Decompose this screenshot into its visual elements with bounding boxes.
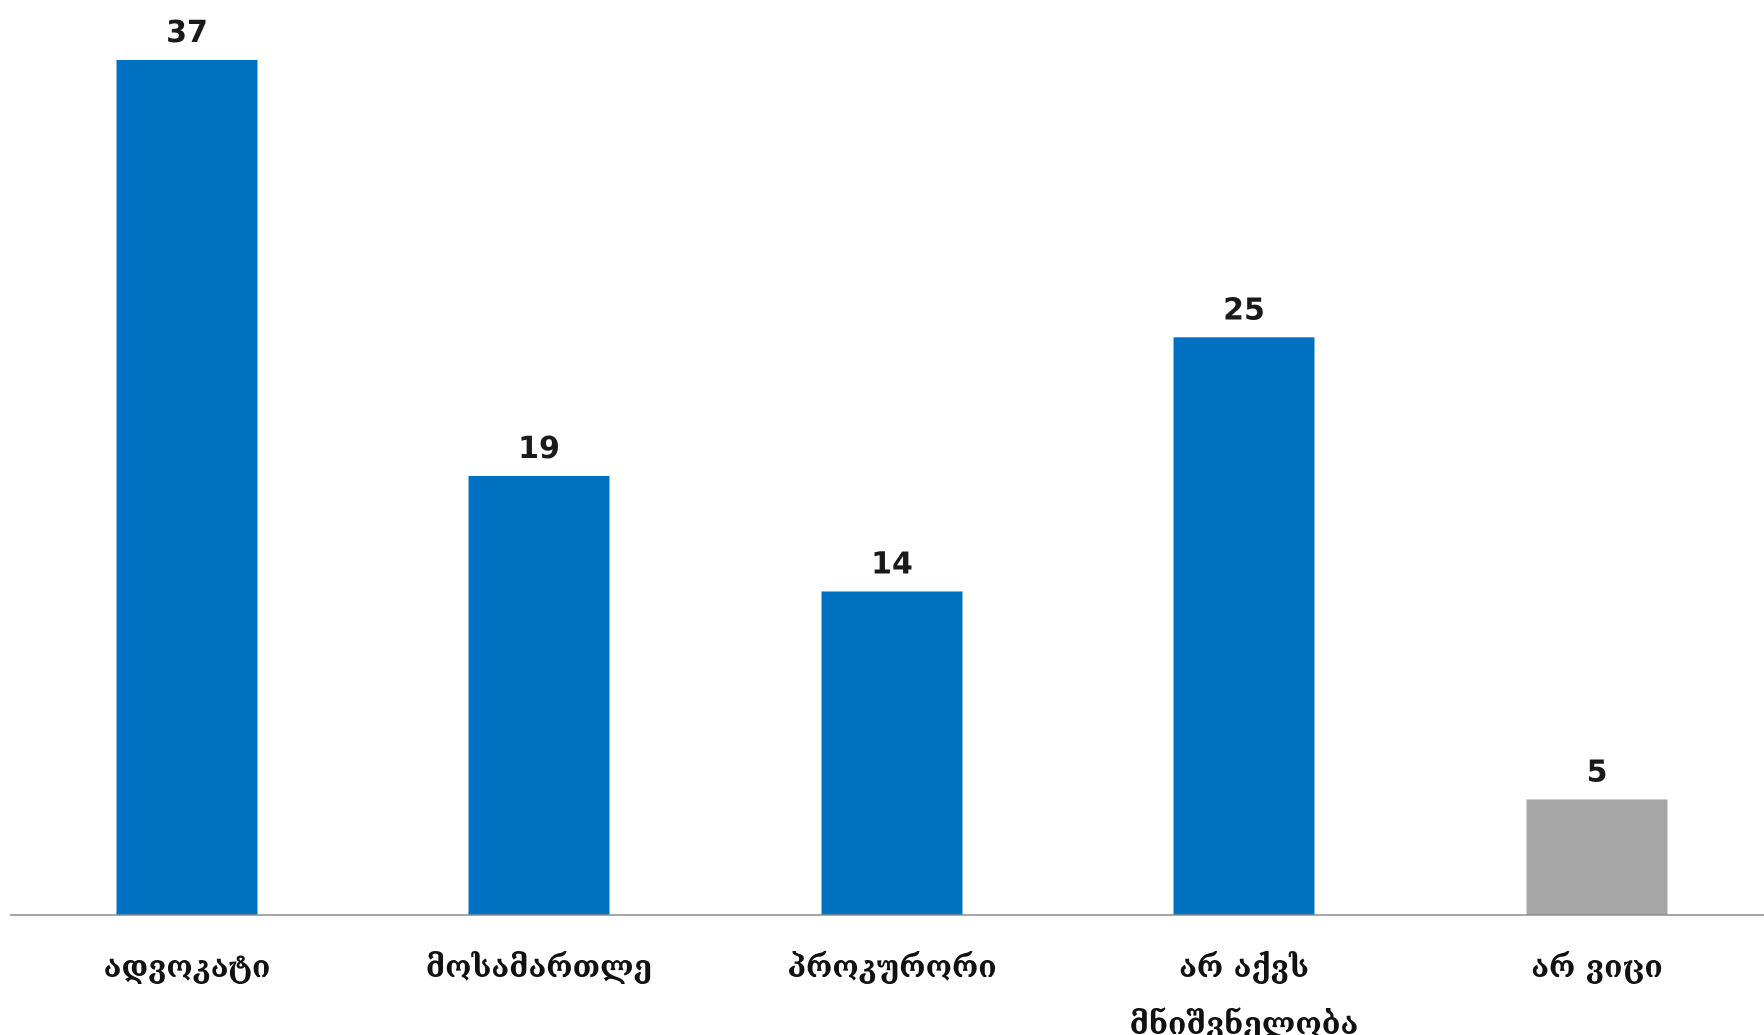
category-labels-group: ადვოკატი მოსამართლე პროკურორი არ აქვს მნიშვნ… [104, 950, 1663, 1035]
category-label-3-line-1: მნიშვნელობა [1130, 1007, 1359, 1035]
category-label-2: პროკურორი [787, 950, 996, 985]
bars-group [116, 60, 1668, 915]
value-label-3: 25 [1223, 292, 1265, 327]
category-label-4: არ ვიცი [1531, 950, 1663, 985]
bar-2 [821, 591, 963, 915]
bar-1 [468, 475, 610, 915]
bar-3 [1173, 337, 1315, 915]
value-label-2: 14 [871, 546, 913, 581]
value-label-0: 37 [166, 15, 208, 50]
value-labels-group: 37 19 14 25 5 [166, 15, 1607, 789]
category-label-3-line-0: არ აქვს [1179, 950, 1309, 985]
value-label-4: 5 [1587, 754, 1608, 789]
bar-4 [1526, 799, 1668, 915]
value-label-1: 19 [518, 431, 560, 466]
category-label-1: მოსამართლე [426, 950, 652, 985]
category-label-0: ადვოკატი [104, 950, 271, 985]
bar-0 [116, 60, 258, 915]
